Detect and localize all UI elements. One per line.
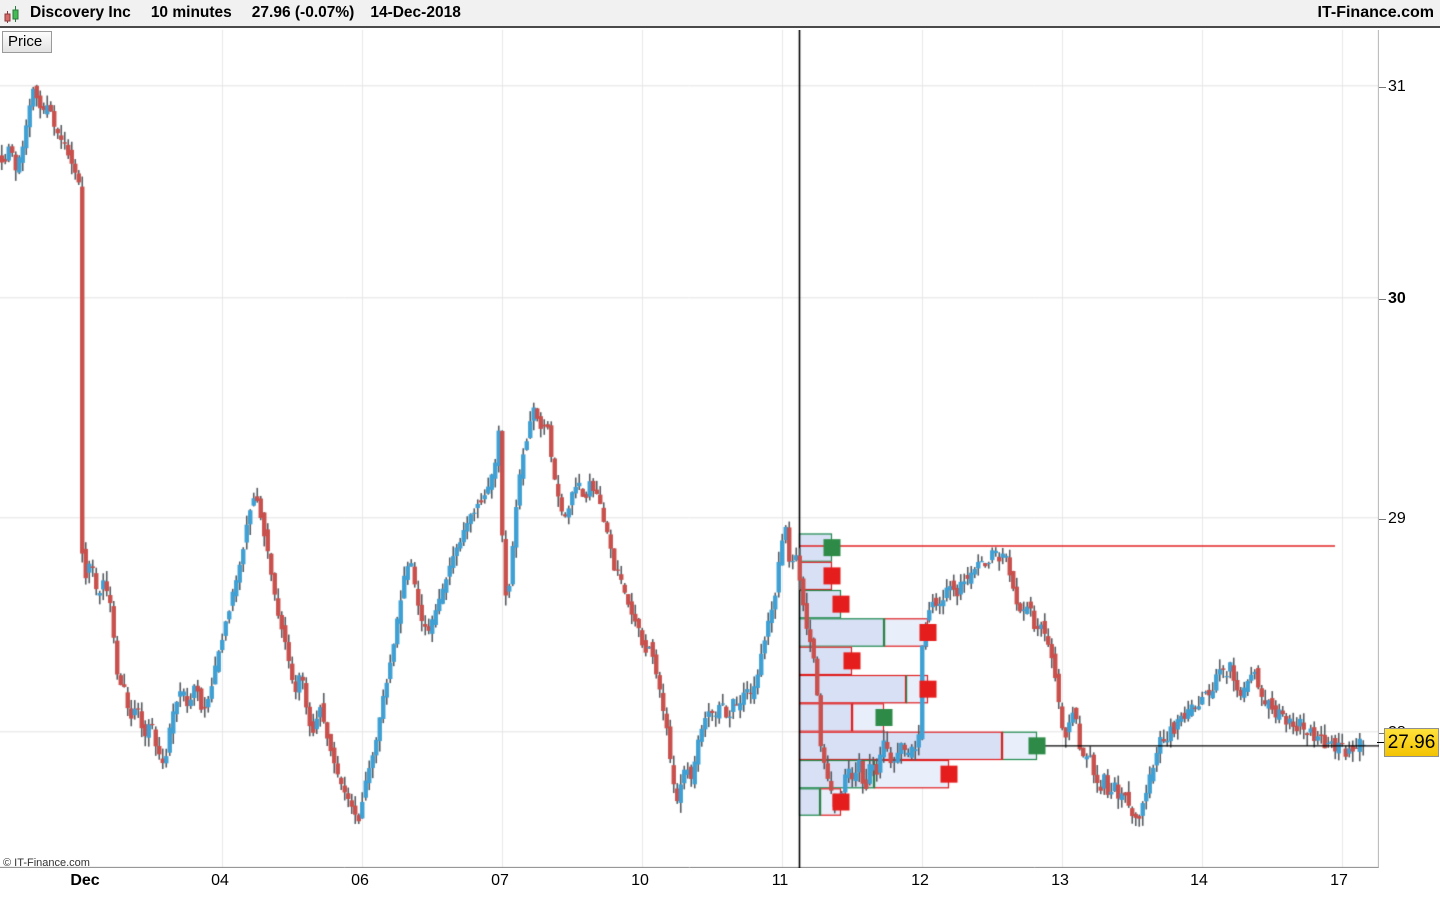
title-bar: Discovery Inc 10 minutes 27.96 (-0.07%) … (0, 0, 1440, 28)
timeframe-label: 10 minutes (150, 4, 232, 21)
x-axis-label: Dec (70, 872, 100, 889)
y-axis-tick (1379, 519, 1386, 520)
y-axis-label: 29 (1388, 510, 1406, 527)
x-axis-label: 14 (1190, 872, 1208, 889)
price-panel-button[interactable]: Price (2, 31, 53, 53)
quote-date: 14-Dec-2018 (370, 4, 461, 21)
x-axis-label: 07 (491, 872, 509, 889)
last-price-tick (1377, 742, 1384, 743)
brand-logo: IT-Finance.com (1317, 4, 1434, 21)
x-axis-label: 04 (211, 872, 229, 889)
x-axis-label: 11 (771, 872, 789, 889)
x-axis-label: 06 (351, 872, 369, 889)
last-price-label: 27.96 (1384, 728, 1439, 757)
y-axis-label: 31 (1388, 78, 1406, 95)
y-axis-tick (1379, 299, 1386, 300)
y-axis-tick (1379, 733, 1386, 734)
last-price-value: 27.96 (1387, 731, 1436, 753)
x-axis-label: 17 (1330, 872, 1348, 889)
x-axis-label: 10 (631, 872, 649, 889)
y-axis-label: 30 (1388, 290, 1406, 307)
y-axis-tick (1379, 87, 1386, 88)
symbol-name: Discovery Inc (30, 4, 131, 21)
copyright-watermark: © IT-Finance.com (3, 857, 90, 869)
price-chart-canvas[interactable] (0, 30, 1379, 868)
x-axis-label: 13 (1051, 872, 1069, 889)
x-axis-label: 12 (911, 872, 929, 889)
candlestick-logo-icon (4, 2, 21, 24)
last-quote: 27.96 (-0.07%) (251, 4, 355, 21)
